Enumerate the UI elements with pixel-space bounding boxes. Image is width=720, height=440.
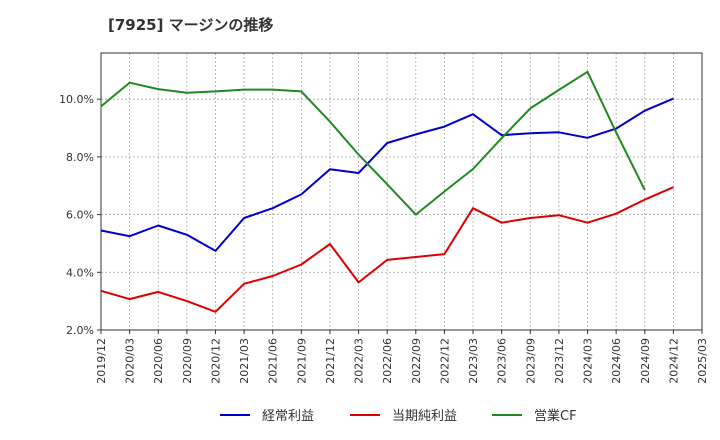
x-axis: 2019/12 2020/03 2020/06 2020/09 2020/12 2021/… (95, 330, 709, 384)
plot-area-frame (100, 52, 703, 331)
x-tick-label: 2021/09 (295, 338, 308, 384)
x-tick-label: 2023/03 (467, 338, 480, 384)
chart-title: [7925] マージンの推移 (108, 16, 274, 34)
y-tick-label: 4.0% (66, 266, 94, 279)
series-lines (100, 70, 674, 313)
x-tick-label: 2021/03 (238, 338, 251, 384)
y-axis: 2.0% 4.0% 6.0% 8.0% 10.0% (59, 93, 101, 337)
x-tick-label: 2022/03 (353, 338, 366, 384)
series-line-当期純利益 (100, 186, 674, 313)
series-line-営業CF (100, 70, 646, 216)
x-tick-label: 2024/12 (667, 338, 680, 384)
legend-label-当期純利益: 当期純利益 (392, 409, 457, 424)
x-tick-label: 2024/06 (610, 338, 623, 384)
x-tick-label: 2020/06 (152, 338, 165, 384)
x-tick-label: 2023/06 (496, 338, 509, 384)
x-tick-label: 2020/03 (124, 338, 137, 384)
legend-label-経常利益: 経常利益 (262, 409, 314, 424)
x-tick-label: 2022/09 (410, 338, 423, 384)
x-tick-label: 2021/12 (324, 338, 337, 384)
x-tick-label: 2024/09 (639, 338, 652, 384)
x-tick-label: 2022/12 (438, 338, 451, 384)
y-tick-label: 6.0% (66, 209, 94, 222)
y-tick-label: 10.0% (59, 93, 94, 106)
x-tick-label: 2020/12 (209, 338, 222, 384)
x-tick-label: 2020/09 (181, 338, 194, 384)
legend: 経常利益 当期純利益 営業CF (220, 408, 577, 424)
x-tick-label: 2024/03 (582, 338, 595, 384)
x-tick-label: 2021/06 (267, 338, 280, 384)
x-tick-label: 2022/06 (381, 338, 394, 384)
x-tick-label: 2023/09 (524, 338, 537, 384)
legend-label-営業CF: 営業CF (534, 408, 577, 424)
series-line-経常利益 (100, 97, 674, 252)
grid (101, 53, 702, 331)
x-tick-label: 2023/12 (553, 338, 566, 384)
x-tick-label: 2025/03 (696, 338, 709, 384)
y-tick-label: 8.0% (66, 151, 94, 164)
y-tick-label: 2.0% (66, 324, 94, 337)
x-tick-label: 2019/12 (95, 338, 108, 384)
